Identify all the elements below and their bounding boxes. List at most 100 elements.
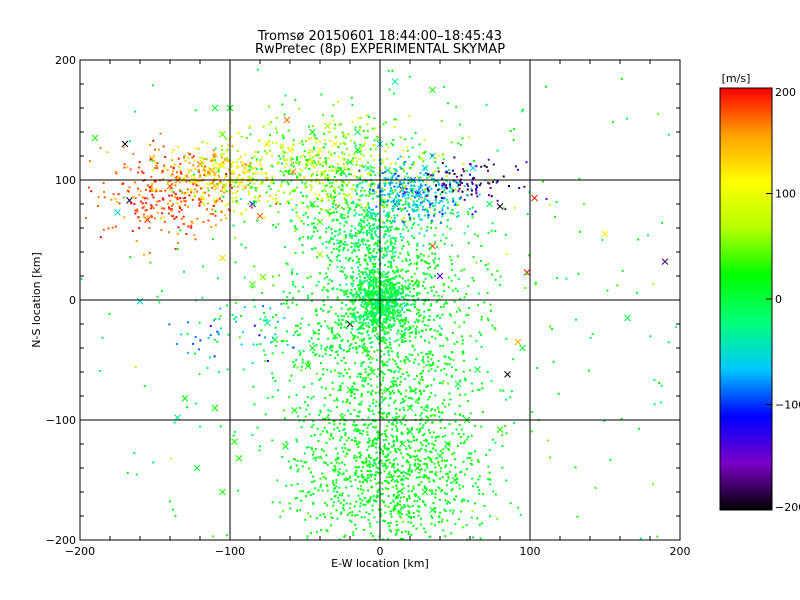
scatter-dot bbox=[354, 342, 357, 344]
scatter-dot bbox=[382, 339, 384, 342]
scatter-dot bbox=[390, 380, 393, 383]
scatter-dot bbox=[254, 166, 257, 169]
scatter-dot bbox=[128, 186, 131, 189]
scatter-dot bbox=[316, 322, 319, 325]
scatter-dot bbox=[367, 285, 370, 287]
scatter-dot bbox=[364, 322, 367, 325]
scatter-dot bbox=[244, 163, 247, 166]
scatter-dot bbox=[315, 344, 318, 347]
scatter-dot bbox=[225, 175, 228, 178]
scatter-x-marker bbox=[136, 297, 144, 305]
scatter-dot bbox=[167, 231, 170, 234]
scatter-dot bbox=[320, 307, 323, 310]
scatter-dot bbox=[199, 174, 202, 177]
scatter-dot bbox=[106, 151, 109, 154]
scatter-dot bbox=[359, 176, 362, 179]
scatter-dot bbox=[360, 324, 363, 327]
scatter-dot bbox=[402, 478, 405, 481]
scatter-dot bbox=[478, 388, 481, 391]
scatter-dot bbox=[379, 280, 382, 283]
scatter-dot bbox=[163, 207, 166, 210]
scatter-dot bbox=[371, 197, 374, 200]
scatter-dot bbox=[350, 520, 353, 523]
scatter-dot bbox=[185, 180, 188, 183]
scatter-dot bbox=[198, 202, 201, 205]
scatter-dot bbox=[450, 279, 453, 282]
scatter-dot bbox=[374, 278, 377, 281]
scatter-dot bbox=[396, 421, 399, 424]
scatter-dot bbox=[389, 244, 392, 247]
scatter-dot bbox=[301, 358, 304, 361]
scatter-dot bbox=[408, 353, 411, 356]
scatter-dot bbox=[389, 184, 392, 186]
scatter-dot bbox=[435, 265, 438, 268]
scatter-dot bbox=[417, 311, 420, 314]
scatter-dot bbox=[382, 295, 385, 298]
scatter-dot bbox=[439, 316, 442, 319]
scatter-dot bbox=[453, 300, 456, 303]
scatter-dot bbox=[459, 196, 462, 199]
scatter-dot bbox=[476, 517, 479, 520]
scatter-dot bbox=[190, 191, 193, 194]
scatter-dot bbox=[314, 193, 317, 196]
scatter-dot bbox=[380, 350, 383, 353]
scatter-dot bbox=[359, 128, 362, 131]
scatter-dot bbox=[434, 369, 437, 372]
scatter-dot bbox=[252, 343, 255, 346]
scatter-dot bbox=[373, 189, 375, 192]
scatter-dot bbox=[446, 338, 449, 341]
scatter-dot bbox=[409, 464, 412, 467]
scatter-dot bbox=[388, 524, 391, 527]
scatter-dot bbox=[381, 433, 384, 436]
scatter-dot bbox=[394, 380, 397, 383]
scatter-dot bbox=[350, 289, 353, 291]
scatter-dot bbox=[410, 276, 413, 279]
scatter-dot bbox=[374, 282, 377, 285]
scatter-dot bbox=[174, 196, 176, 199]
scatter-dot bbox=[371, 272, 374, 275]
scatter-dot bbox=[410, 490, 413, 492]
scatter-dot bbox=[339, 439, 341, 442]
scatter-dot bbox=[427, 214, 430, 217]
scatter-dot bbox=[371, 504, 374, 507]
scatter-dot bbox=[337, 318, 340, 321]
scatter-dot bbox=[438, 202, 441, 204]
scatter-dot bbox=[388, 182, 390, 185]
scatter-dot bbox=[359, 451, 362, 454]
scatter-dot bbox=[458, 325, 461, 328]
scatter-dot bbox=[247, 175, 250, 178]
scatter-dot bbox=[417, 496, 420, 499]
scatter-dot bbox=[369, 315, 372, 318]
scatter-dot bbox=[375, 446, 377, 449]
scatter-dot bbox=[373, 117, 376, 120]
scatter-dot bbox=[305, 194, 308, 197]
scatter-dot bbox=[398, 391, 401, 393]
scatter-dot bbox=[393, 207, 396, 210]
scatter-dot bbox=[487, 169, 489, 172]
scatter-dot bbox=[390, 370, 393, 373]
scatter-dot bbox=[252, 172, 255, 175]
scatter-dot bbox=[380, 326, 383, 329]
scatter-dot bbox=[364, 371, 367, 374]
scatter-dot bbox=[363, 281, 366, 284]
scatter-dot bbox=[354, 126, 357, 129]
scatter-dot bbox=[325, 246, 328, 249]
scatter-dot bbox=[187, 225, 190, 228]
scatter-dot bbox=[271, 395, 274, 398]
scatter-dot bbox=[376, 338, 379, 341]
scatter-dot bbox=[307, 137, 310, 140]
scatter-dot bbox=[362, 429, 365, 432]
scatter-dot bbox=[454, 412, 457, 415]
scatter-dot bbox=[493, 327, 496, 329]
scatter-dot bbox=[370, 154, 373, 157]
scatter-dot bbox=[382, 296, 385, 299]
scatter-dot bbox=[360, 327, 363, 330]
scatter-dot bbox=[320, 174, 323, 177]
scatter-dot bbox=[395, 295, 398, 298]
scatter-dot bbox=[366, 267, 369, 270]
scatter-dot bbox=[321, 289, 324, 292]
scatter-dot bbox=[335, 171, 338, 174]
scatter-dot bbox=[419, 176, 422, 179]
scatter-dot bbox=[238, 174, 241, 177]
scatter-dot bbox=[295, 324, 297, 327]
